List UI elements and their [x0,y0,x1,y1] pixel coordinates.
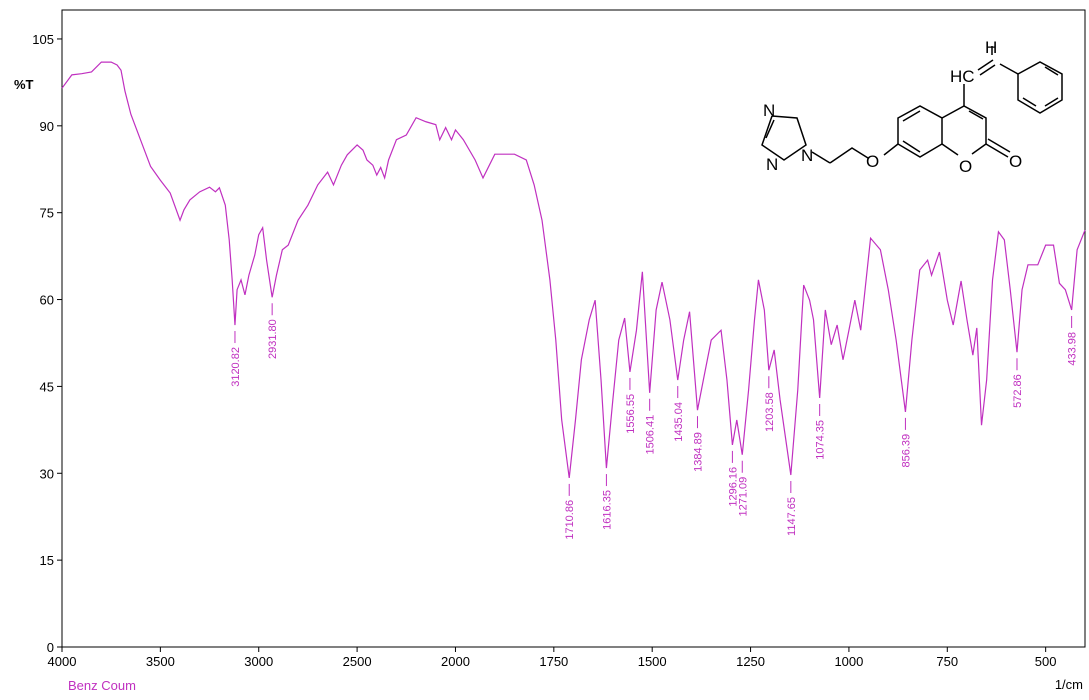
peak-label: 1556.55 [625,394,637,434]
x-tick-label: 1250 [736,654,765,669]
triazole-ring [761,115,807,161]
bond [883,143,899,156]
peak-label: 1147.65 [786,497,798,536]
plot-frame [61,9,1086,648]
atom-label: H [985,38,997,57]
peak-label: 572.86 [1012,374,1024,408]
x-tick-label: 4000 [48,654,77,669]
x-tick-label: 1000 [834,654,863,669]
peak-label: 1710.86 [564,500,576,540]
x-tick-label: 3500 [146,654,175,669]
bond [987,138,1011,153]
peak-label: 3120.82 [230,347,242,387]
x-tick-label: 750 [936,654,958,669]
y-tick-label: 60 [40,293,54,308]
peak-label: 1435.04 [673,402,685,442]
peak-label: 1616.35 [601,490,613,530]
bond [968,110,984,120]
atom-label: N [801,146,813,165]
y-tick-label: 30 [40,466,54,481]
atom-label: N [763,101,775,120]
x-tick-label: 3000 [244,654,273,669]
atom-label: O [959,157,972,176]
atom-label: O [1009,152,1022,171]
y-tick-label: 105 [32,32,54,47]
bond [1044,97,1059,107]
peak-label: 2931.80 [267,319,279,359]
y-tick-label: 45 [40,379,54,394]
x-axis-label: 1/cm [1055,677,1083,692]
atom-label: HC [950,67,975,86]
benzo-ring [897,105,943,158]
sample-name: Benz Coum [68,678,136,693]
peak-label: 433.98 [1067,332,1079,366]
bond [941,143,959,156]
bond [902,140,921,153]
x-tick-label: 2000 [441,654,470,669]
peak-label: 856.39 [900,434,912,468]
peak-label: 1296.16 [727,467,739,507]
x-tick-label: 1750 [539,654,568,669]
atom-label: N [766,155,778,174]
peak-label: 1271.09 [737,477,749,517]
y-tick-label: 0 [47,640,54,655]
peak-label: 1506.41 [645,415,657,455]
y-tick-label: 75 [40,206,54,221]
chain [829,147,869,164]
bond [999,63,1019,75]
peak-label: 1384.89 [692,432,704,472]
bond [985,143,1009,158]
peak-label: 1074.35 [815,420,827,460]
atom-label: O [866,152,879,171]
y-tick-label: 15 [40,553,54,568]
bond [979,64,996,76]
y-tick-label: 90 [40,119,54,134]
phenyl-ring [1017,61,1063,114]
pyranone-ring [941,105,987,155]
bond [1044,66,1059,76]
x-tick-label: 500 [1035,654,1057,669]
peak-label: 1203.58 [764,392,776,432]
structure [761,46,1063,164]
x-tick-label: 1500 [638,654,667,669]
y-axis-label: %T [14,77,34,92]
bond [811,151,831,164]
bond [902,110,921,122]
bond [765,119,775,139]
bond [1022,97,1037,107]
bond [977,59,994,71]
x-tick-label: 2500 [343,654,372,669]
spectrum-line [61,61,1086,478]
